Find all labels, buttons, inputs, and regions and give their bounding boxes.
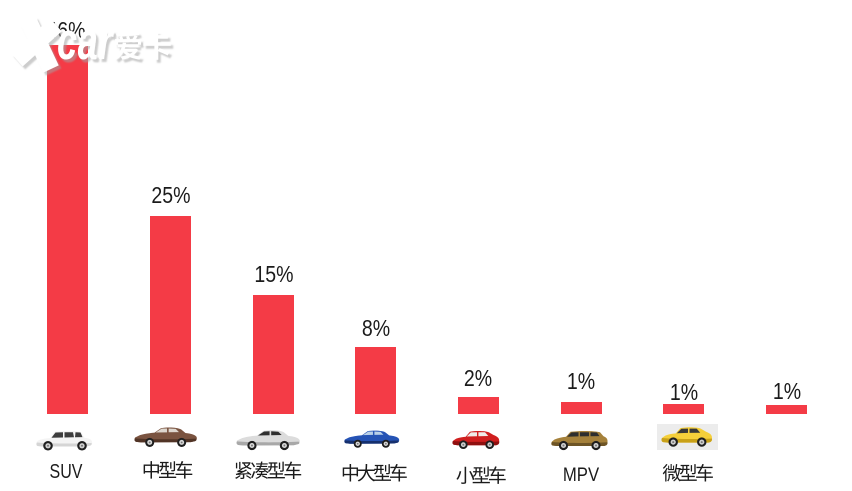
svg-text:car: car bbox=[57, 11, 114, 71]
